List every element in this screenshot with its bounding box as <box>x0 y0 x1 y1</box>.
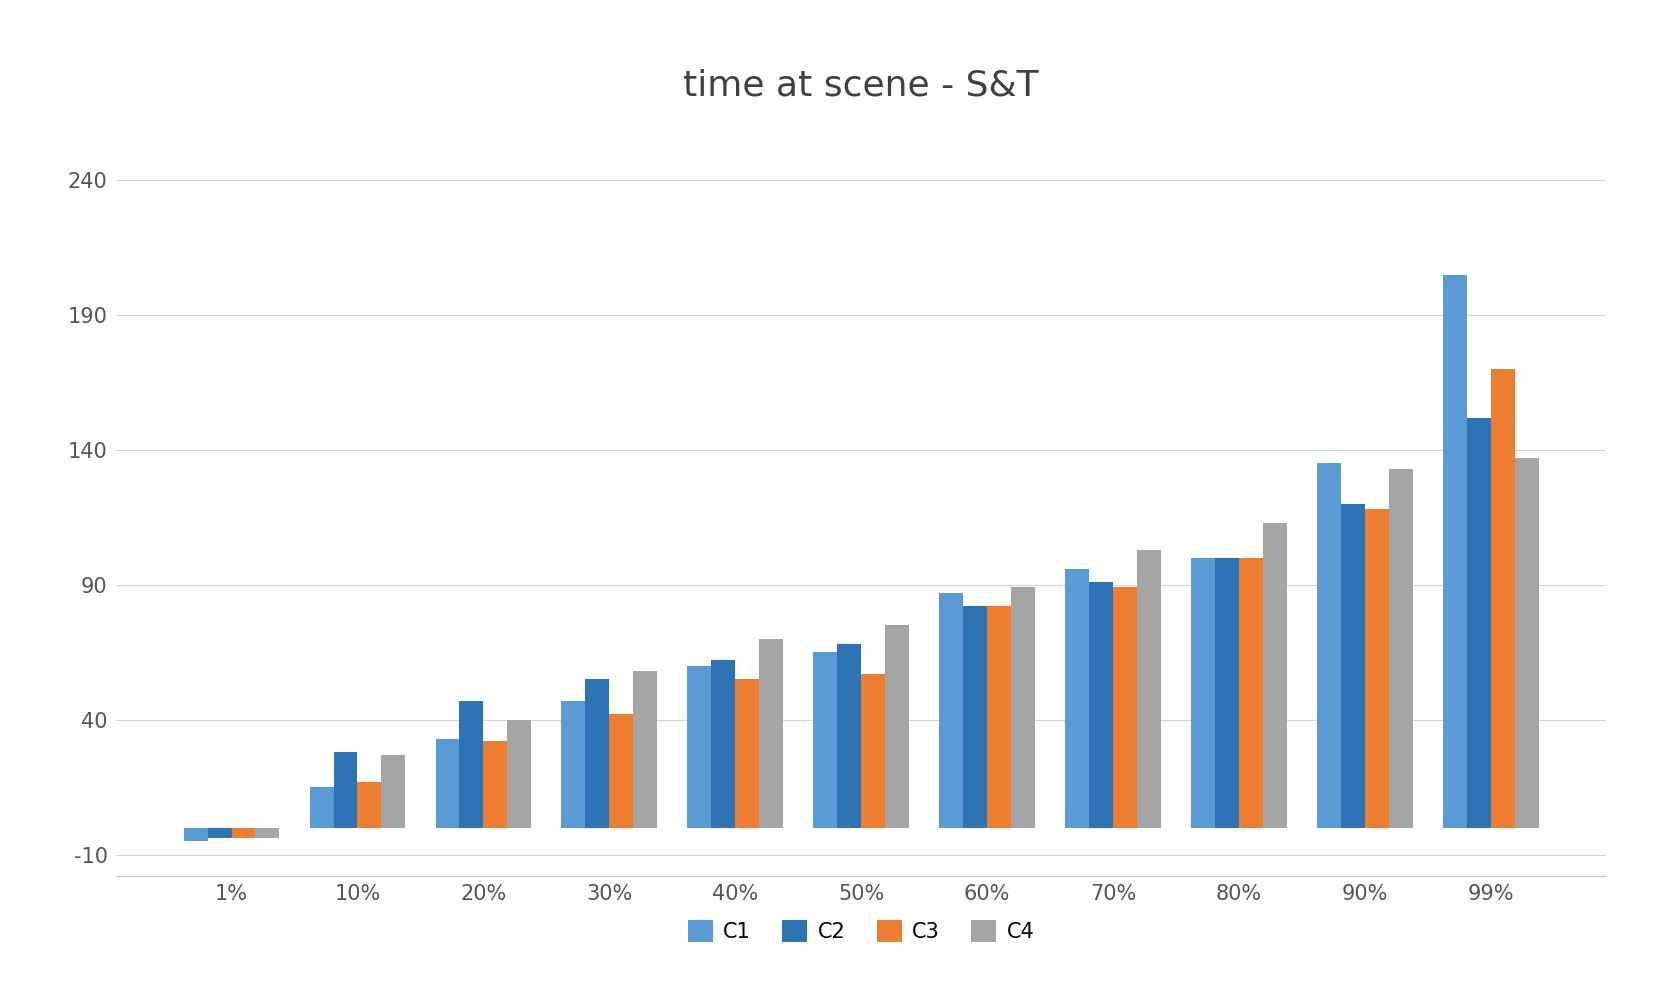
Bar <box>584 679 609 828</box>
Bar <box>938 593 963 828</box>
Bar <box>1490 369 1514 828</box>
Bar <box>712 661 735 828</box>
Bar <box>632 671 657 828</box>
Bar <box>561 701 584 828</box>
Bar <box>1364 510 1389 828</box>
Bar <box>1215 558 1238 828</box>
Bar <box>813 653 837 828</box>
Bar <box>735 679 758 828</box>
Bar <box>1466 418 1490 828</box>
Bar <box>861 674 884 828</box>
Bar <box>1137 550 1160 828</box>
Bar <box>255 828 280 838</box>
Bar <box>1112 587 1137 828</box>
Bar <box>609 714 632 828</box>
Bar <box>207 828 232 838</box>
Bar <box>232 828 255 838</box>
Bar <box>837 644 861 828</box>
Bar <box>184 828 207 841</box>
Bar <box>309 787 333 828</box>
Bar <box>1341 504 1364 828</box>
Bar <box>963 606 986 828</box>
Bar <box>1089 582 1112 828</box>
Bar <box>483 741 506 828</box>
Bar <box>1316 463 1341 828</box>
Bar <box>687 666 712 828</box>
Bar <box>357 781 381 828</box>
Bar <box>758 638 783 828</box>
Bar <box>1010 587 1034 828</box>
Bar <box>1238 558 1263 828</box>
Bar <box>1263 523 1286 828</box>
Bar <box>435 738 458 828</box>
Bar <box>1064 569 1089 828</box>
Bar <box>333 752 357 828</box>
Bar <box>506 720 531 828</box>
Bar <box>1389 469 1412 828</box>
Bar <box>1442 275 1466 828</box>
Legend: C1, C2, C3, C4: C1, C2, C3, C4 <box>677 910 1044 953</box>
Bar <box>1190 558 1215 828</box>
Bar <box>381 754 405 828</box>
Title: time at scene - S&T: time at scene - S&T <box>684 68 1038 103</box>
Bar <box>458 701 483 828</box>
Bar <box>1514 458 1537 828</box>
Bar <box>986 606 1010 828</box>
Bar <box>884 625 909 828</box>
